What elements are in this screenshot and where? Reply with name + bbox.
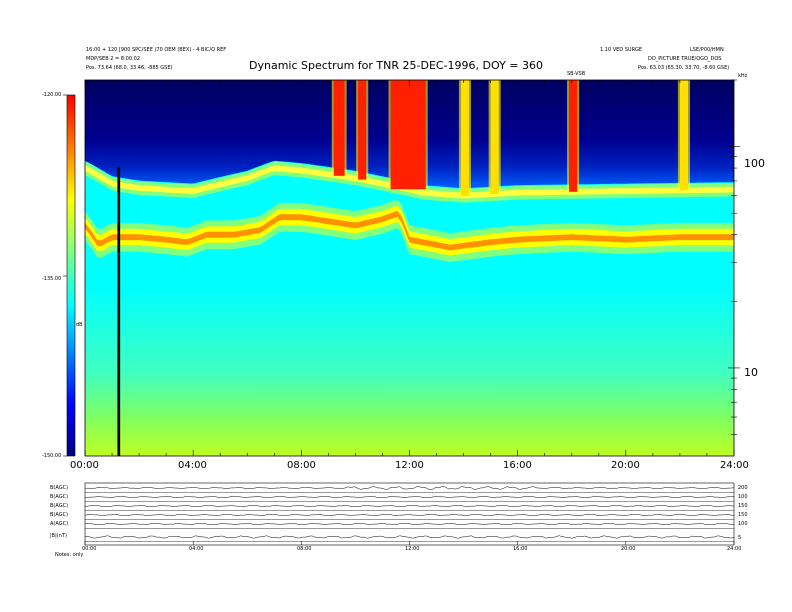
x-tick-label: 20:00: [611, 460, 640, 471]
instrument-panel: [84, 482, 735, 546]
radio-burst: [358, 80, 367, 180]
event-marker-label: SB-VSB: [567, 71, 586, 77]
panel-trace: [85, 485, 735, 490]
panel-time-label: 20:00: [621, 546, 636, 552]
header-meta-right-2: LSE/P00/HMN: [690, 47, 724, 53]
panel-trace: [84, 535, 735, 539]
header-meta-left-2: MDP/SEB 2 = 8:00:02: [86, 56, 141, 62]
panel-time-label: 12:00: [405, 546, 420, 552]
x-tick-label: 00:00: [70, 460, 99, 471]
y-tick-label: 10: [744, 366, 758, 379]
plasma-line-band: [85, 205, 734, 256]
panel-left-label: A(AGC): [50, 521, 69, 527]
panel-right-label: 150: [738, 512, 748, 518]
header-meta-right-1: 1.10 VED SURGE: [600, 47, 643, 53]
panel-trace: [84, 496, 735, 498]
data-gap-line: [117, 167, 121, 456]
panel-right-label: 5: [738, 535, 742, 541]
colorbar: [66, 94, 76, 457]
panel-left-label: B(AGC): [50, 485, 69, 491]
header-meta-right-3: DO_PICTURE TRUE/OGO_DOS: [648, 56, 722, 62]
radio-burst: [460, 80, 469, 196]
panel-time-label: 00:00: [82, 546, 97, 552]
colorbar-tick-label: -150.00: [42, 453, 62, 459]
panel-trace: [84, 514, 735, 516]
panel-right-label: 150: [738, 503, 748, 509]
x-tick-label: 24:00: [720, 460, 749, 471]
panel-notes-label: Notes: only: [55, 552, 84, 558]
panel-trace: [84, 505, 735, 507]
panel-trace: [84, 523, 734, 525]
panel-time-label: 24:00: [727, 546, 742, 552]
chart-title: Dynamic Spectrum for TNR 25-DEC-1996, DO…: [249, 59, 543, 72]
panel-time-label: 16:00: [513, 546, 528, 552]
panel-left-label: |B|(nT): [50, 533, 67, 539]
radio-burst: [333, 80, 345, 176]
panel-left-label: B(AGC): [50, 494, 69, 500]
panel-left-label: B(AGC): [50, 512, 69, 518]
panel-time-label: 08:00: [297, 546, 312, 552]
radio-burst: [490, 80, 499, 194]
panel-right-label: 100: [738, 494, 748, 500]
panel-right-label: 200: [738, 485, 748, 491]
panel-time-label: 04:00: [189, 546, 204, 552]
y-tick-label: 100: [744, 157, 765, 170]
radio-burst: [679, 80, 689, 191]
header-meta-left-3: Pos. 73.64 (68.0, 33.46, -885 GSE): [86, 65, 173, 71]
colorbar-tick-label: -120.00: [42, 92, 62, 98]
plasma-line-halo: [85, 199, 734, 262]
x-tick-label: 04:00: [178, 460, 207, 471]
x-tick-label: 16:00: [503, 460, 532, 471]
header-meta-right-4: Pos. 63.03 (65.30, 33.70, -8.60 GSE): [638, 65, 730, 71]
radio-burst: [390, 80, 426, 190]
colorbar-tick-label: -135.00: [42, 276, 62, 282]
x-tick-label: 08:00: [287, 460, 316, 471]
header-meta-left-1: 16:00 + 120 [900 SPC/SEE (70 OEM (BEX) -…: [86, 47, 227, 53]
panel-left-label: B(AGC): [50, 503, 69, 509]
x-tick-label: 12:00: [395, 460, 424, 471]
y-unit-label: kHz: [738, 73, 748, 79]
colorbar-unit-label: dB: [76, 322, 83, 328]
panel-right-label: 100: [738, 521, 748, 527]
radio-burst: [569, 80, 578, 192]
